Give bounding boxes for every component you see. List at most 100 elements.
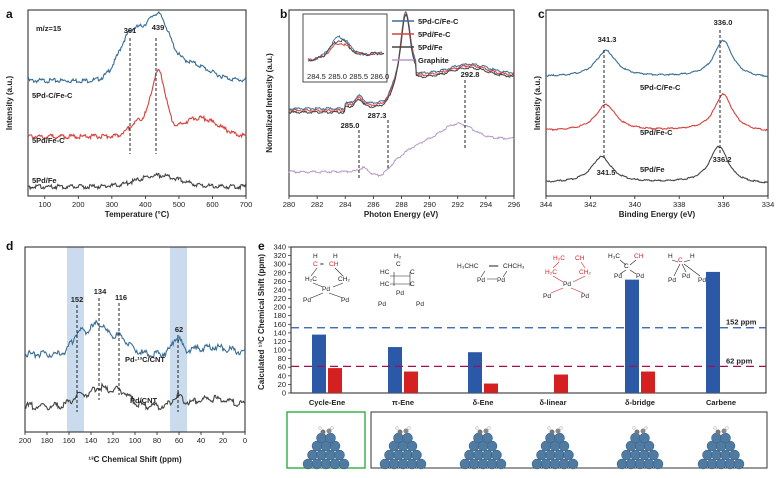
c-series-label-2: 5Pd/Fe-C: [640, 128, 673, 137]
b-inset-tick-label: 285.0: [328, 72, 347, 81]
d-line-Pd/CNT: [24, 382, 246, 411]
svg-text:Pd: Pd: [614, 273, 622, 280]
a-tick-label: 600: [206, 200, 219, 209]
e-category-label: δ-Ene: [473, 398, 494, 407]
svg-text:CH₂: CH₂: [579, 269, 591, 276]
svg-text:CH: CH: [634, 253, 644, 260]
slab-model-3: [459, 426, 507, 470]
b-ylabel: Normalized Intensity (a.u.): [265, 53, 274, 153]
e-bar-δ-bridge-red: [641, 371, 655, 393]
e-bar-π-Ene-red: [404, 371, 418, 393]
svg-text:Pd: Pd: [636, 273, 644, 280]
c-tick-label: 342: [584, 200, 597, 209]
c-peak-336-2: 336.2: [713, 155, 732, 164]
e-category-label: Cycle-Ene: [309, 398, 345, 407]
e-ytick-label: 220: [273, 294, 286, 303]
b-inset-tick-label: 286.0: [370, 72, 389, 81]
svg-text:Pd: Pd: [668, 277, 676, 284]
svg-text:C: C: [410, 269, 415, 276]
e-ytick-label: 60: [278, 363, 286, 372]
b-legend-2: 5Pd/Fe-C: [418, 30, 451, 39]
e-ytick-label: 140: [273, 328, 286, 337]
svg-text:C: C: [624, 263, 629, 270]
b-legend-4: Graphite: [418, 56, 449, 65]
a-x-ticks: 100 200 300 400 500 600 700: [39, 196, 253, 209]
svg-text:HC: HC: [380, 281, 390, 288]
c-tick-label: 340: [629, 200, 642, 209]
e-y-ticks: 0204060801001201401601802002202402602803…: [273, 243, 291, 398]
b-tick-label: 290: [423, 200, 436, 209]
b-tick-label: 286: [367, 200, 380, 209]
d-tick-label: 60: [175, 436, 183, 445]
panel-label-b: b: [280, 7, 287, 21]
c-x-ticks: 344 342 340 338 336 334: [540, 196, 774, 209]
e-ytick-label: 340: [273, 243, 286, 252]
e-bar-π-Ene-blue: [388, 347, 402, 393]
svg-text:Pd: Pd: [581, 293, 589, 300]
svg-text:=: =: [320, 261, 324, 268]
c-line-5Pd-C/Fe-C: [545, 39, 769, 78]
svg-text:Pd: Pd: [543, 293, 551, 300]
slab-model-6: [697, 426, 745, 470]
d-peak-116: 116: [115, 293, 127, 302]
e-bar-δ-linear-red: [554, 374, 568, 393]
b-tick-label: 284: [339, 200, 352, 209]
b-inset-frame: [302, 13, 388, 83]
e-ref-label-152: 152 ppm: [726, 318, 757, 327]
e-bar-δ-Ene-blue: [468, 352, 482, 393]
e-category-label: δ-linear: [539, 398, 566, 407]
surface-slab-models: [302, 426, 745, 470]
b-peak-285-label: 285.0: [341, 121, 360, 130]
svg-text:CH: CH: [575, 255, 585, 262]
svg-text:Pd: Pd: [303, 297, 311, 304]
panel-b: b Normalized Intensity (a.u.) Photon Ene…: [265, 7, 520, 219]
d-tick-label: 180: [41, 436, 54, 445]
d-series-lines: [24, 319, 246, 411]
c-series-label-3: 5Pd/Fe: [640, 165, 665, 174]
e-ytick-label: 180: [273, 311, 286, 320]
d-tick-label: 100: [129, 436, 142, 445]
c-tick-label: 344: [540, 200, 553, 209]
a-xlabel: Temperature (°C): [105, 210, 170, 219]
e-ytick-label: 320: [273, 251, 286, 260]
svg-text:Pd: Pd: [341, 297, 349, 304]
a-tick-label: 700: [240, 200, 253, 209]
b-peak-287-label: 287.3: [368, 111, 387, 120]
e-ytick-label: 240: [273, 285, 286, 294]
e-ytick-label: 120: [273, 337, 286, 346]
d-peak-134: 134: [94, 287, 107, 296]
svg-text:H₂C: H₂C: [545, 269, 557, 276]
svg-text:Pd: Pd: [378, 301, 386, 308]
e-ytick-label: 300: [273, 260, 286, 269]
b-tick-label: 292: [451, 200, 464, 209]
e-category-labels: Cycle-Ene π-Ene δ-Ene δ-linear δ-bridge Carbe…: [309, 398, 736, 407]
svg-text:H₃CHC: H₃CHC: [457, 263, 479, 270]
c-xlabel: Binding Energy (eV): [619, 210, 696, 219]
svg-text:Pd: Pd: [477, 277, 485, 284]
svg-text:CHCH₃: CHCH₃: [503, 263, 525, 270]
svg-text:H₂: H₂: [394, 253, 402, 260]
b-inset: 284.5 285.0 285.5 286.0: [307, 35, 389, 81]
slab-model-1: [302, 426, 350, 470]
d-series-label-2: Pd/CNT: [130, 396, 158, 405]
svg-text:Pd: Pd: [698, 277, 706, 284]
a-tick-label: 200: [72, 200, 85, 209]
e-ytick-label: 200: [273, 303, 286, 312]
c-tick-label: 338: [673, 200, 686, 209]
svg-text:══: ══: [488, 263, 499, 270]
b-legend: 5Pd-C/Fe-C 5Pd/Fe-C 5Pd/Fe Graphite: [392, 17, 459, 65]
d-line-Pd-¹³C/CNT: [24, 319, 246, 360]
svg-text:Pd: Pd: [563, 281, 571, 288]
svg-text:C: C: [396, 261, 401, 268]
d-tick-label: 160: [63, 436, 76, 445]
d-xlabel: ¹³C Chemical Shift (ppm): [88, 455, 182, 464]
e-ytick-label: 100: [273, 346, 286, 355]
d-tick-label: 0: [243, 436, 247, 445]
a-tick-label: 500: [173, 200, 186, 209]
d-tick-label: 140: [85, 436, 98, 445]
e-category-label: δ-bridge: [625, 398, 655, 407]
e-ytick-label: 280: [273, 268, 286, 277]
e-bar-δ-Ene-red: [484, 383, 498, 393]
b-peak-292-label: 292.8: [461, 70, 480, 79]
